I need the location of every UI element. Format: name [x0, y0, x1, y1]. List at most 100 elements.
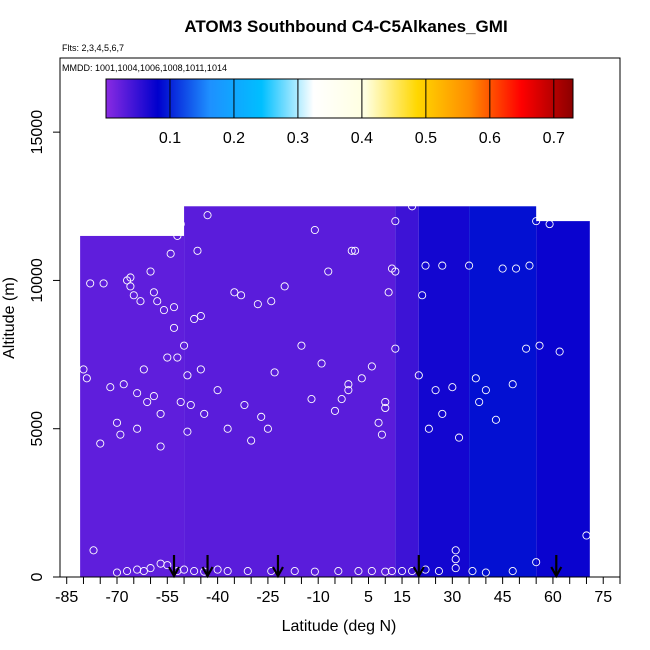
flight-track-point: [126, 282, 135, 291]
flight-track-point: [112, 418, 122, 427]
flight-track-point: [334, 567, 343, 576]
flight-track-point: [532, 558, 541, 567]
flight-arrow-head: [412, 566, 425, 579]
flight-track-point: [351, 246, 360, 255]
flight-track-point: [508, 380, 517, 389]
flight-track-point: [86, 279, 95, 288]
flight-track-point: [387, 567, 397, 576]
flight-track-point: [454, 433, 464, 442]
flight-arrow: [412, 555, 425, 579]
flight-track-point: [156, 442, 165, 451]
flight-track-point: [384, 288, 393, 297]
flight-track-point: [532, 217, 541, 226]
flight-track-point: [582, 531, 591, 540]
flight-track-point: [535, 341, 544, 350]
flight-arrow-head: [272, 566, 284, 579]
y-axis: 0 5000 10000 15000: [29, 110, 60, 581]
flight-track-point: [193, 246, 202, 255]
flight-track-point: [491, 415, 500, 424]
flight-track-point: [448, 383, 457, 392]
flight-track-point: [106, 383, 115, 392]
x-tick-label: -85: [55, 589, 78, 606]
flight-track-point: [555, 347, 564, 356]
flight-track-point: [166, 249, 175, 258]
flight-track-point: [243, 567, 252, 576]
flight-track-point: [367, 567, 376, 576]
dates-label: MMDD: 1001,1004,1006,1008,1011,1014: [62, 63, 227, 73]
flight-track-point: [116, 430, 125, 439]
flight-track-point: [408, 202, 417, 211]
flight-track-point: [357, 374, 366, 383]
colorbar-ticks: 0.1 0.2 0.3 0.4 0.5 0.6 0.7: [159, 79, 565, 147]
flight-track-point: [280, 282, 289, 291]
flight-track-point: [337, 395, 346, 404]
flight-arrow-head: [550, 566, 563, 579]
field-cell: [418, 206, 470, 578]
flight-track-point: [159, 306, 169, 315]
flight-track-point: [143, 397, 152, 407]
flight-track-point: [139, 365, 148, 374]
flight-track-point: [381, 567, 390, 576]
chart-title: ATOM3 Southbound C4-C5Alkanes_GMI: [184, 17, 507, 36]
flight-track-points: [79, 202, 591, 577]
x-axis: -85 -70 -55 -40 -25 -10 5 15 30 45 60 75: [55, 577, 621, 606]
flight-track-point: [196, 365, 205, 374]
flight-track-point: [344, 386, 353, 395]
x-tick-label: -40: [206, 589, 229, 606]
flight-track-point: [119, 380, 128, 389]
flight-track-point: [451, 546, 460, 555]
flight-track-point: [421, 261, 430, 270]
flight-track-point: [310, 225, 319, 235]
flight-track-point: [196, 311, 205, 321]
flight-track-point: [257, 412, 266, 421]
flight-track-point: [180, 565, 189, 574]
flight-track-point: [173, 231, 182, 240]
flight-track-point: [377, 430, 386, 439]
flight-track-point: [324, 267, 333, 276]
flight-track-point: [522, 344, 531, 353]
flight-track-point: [183, 427, 192, 436]
flight-track-point: [317, 359, 326, 368]
flight-track-point: [163, 561, 172, 570]
flight-track-point: [203, 211, 212, 220]
flight-track-point: [424, 424, 433, 433]
x-tick-label: 75: [594, 589, 612, 606]
flight-track-point: [451, 564, 460, 573]
flight-track-point: [180, 341, 189, 350]
flight-track-point: [146, 267, 155, 276]
flight-track-point: [397, 567, 407, 576]
flight-track-point: [481, 568, 490, 577]
field-cell: [395, 206, 419, 578]
plot-frame: [59, 57, 621, 578]
colorbar-tick-label: 0.7: [543, 130, 565, 147]
flight-track-point: [391, 344, 400, 353]
flight-track-point: [173, 353, 182, 362]
x-tick-label: -25: [256, 589, 279, 606]
flight-track-point: [163, 353, 172, 362]
flight-track-point: [186, 400, 195, 410]
flight-track-point: [96, 439, 105, 448]
flight-track-point: [136, 297, 145, 306]
flight-track-point: [481, 386, 490, 395]
flight-track-point: [223, 424, 232, 433]
flight-track-point: [223, 567, 232, 576]
flight-arrow: [272, 555, 284, 579]
flight-arrow: [168, 555, 180, 579]
colorbar-tick-label: 0.2: [223, 130, 245, 147]
flight-track-point: [263, 424, 272, 433]
flight-track-point: [431, 386, 440, 395]
x-tick-label: 5: [364, 589, 373, 606]
flight-track-point: [451, 555, 460, 564]
flight-track-point: [123, 567, 132, 576]
x-tick-label: -70: [105, 589, 128, 606]
flight-track-point: [126, 273, 135, 282]
x-tick-label: 30: [443, 589, 461, 606]
flight-track-point: [468, 567, 477, 576]
flight-track-point: [511, 264, 521, 273]
flight-track-point: [434, 567, 443, 576]
flight-track-point: [129, 291, 138, 300]
flight-track-point: [133, 424, 142, 433]
y-axis-label: Altitude (m): [1, 277, 18, 359]
flight-track-point: [438, 409, 447, 418]
